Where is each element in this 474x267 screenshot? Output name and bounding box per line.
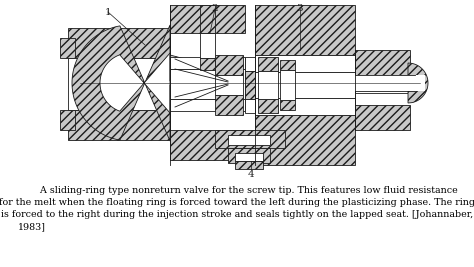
- Bar: [200, 5, 215, 33]
- Bar: [170, 69, 245, 99]
- Text: 4: 4: [248, 170, 255, 179]
- Bar: [255, 98, 355, 115]
- Text: A sliding-ring type nonreturn valve for the screw tip. This features low fluid r: A sliding-ring type nonreturn valve for …: [16, 186, 458, 195]
- Bar: [235, 153, 263, 161]
- Bar: [170, 99, 245, 111]
- Bar: [228, 135, 270, 145]
- Polygon shape: [100, 53, 170, 113]
- Bar: [355, 75, 425, 91]
- Text: 1983]: 1983]: [18, 222, 46, 231]
- Bar: [355, 50, 410, 75]
- Bar: [68, 110, 170, 140]
- Bar: [245, 71, 255, 99]
- Polygon shape: [72, 25, 170, 141]
- Bar: [170, 5, 245, 33]
- Bar: [280, 70, 295, 100]
- Text: 1: 1: [105, 8, 111, 17]
- Bar: [200, 58, 215, 70]
- Bar: [355, 105, 410, 130]
- Bar: [200, 33, 215, 58]
- Bar: [228, 148, 270, 163]
- Bar: [280, 100, 295, 110]
- Bar: [68, 28, 170, 58]
- Text: 3: 3: [297, 4, 303, 13]
- Bar: [215, 55, 243, 75]
- Text: is forced to the right during the injection stroke and seals tightly on the lapp: is forced to the right during the inject…: [1, 210, 473, 219]
- Bar: [235, 161, 263, 169]
- Bar: [255, 55, 355, 72]
- Bar: [258, 71, 278, 99]
- Bar: [68, 58, 170, 110]
- Bar: [255, 5, 355, 55]
- Text: 2: 2: [212, 4, 219, 13]
- Bar: [255, 115, 355, 165]
- Bar: [255, 72, 355, 98]
- Bar: [245, 99, 255, 113]
- Bar: [355, 75, 410, 93]
- Bar: [60, 38, 75, 58]
- Bar: [215, 130, 285, 148]
- Bar: [170, 57, 245, 69]
- Bar: [258, 57, 278, 71]
- Polygon shape: [170, 59, 228, 81]
- Bar: [215, 95, 243, 115]
- Text: for the melt when the floating ring is forced toward the left during the plastic: for the melt when the floating ring is f…: [0, 198, 474, 207]
- Polygon shape: [170, 55, 255, 83]
- Polygon shape: [170, 85, 228, 107]
- Bar: [215, 75, 243, 95]
- Bar: [245, 57, 255, 71]
- Bar: [280, 60, 295, 70]
- Polygon shape: [170, 83, 255, 111]
- Bar: [170, 130, 245, 160]
- Bar: [60, 110, 75, 130]
- Bar: [258, 99, 278, 113]
- Polygon shape: [408, 63, 428, 103]
